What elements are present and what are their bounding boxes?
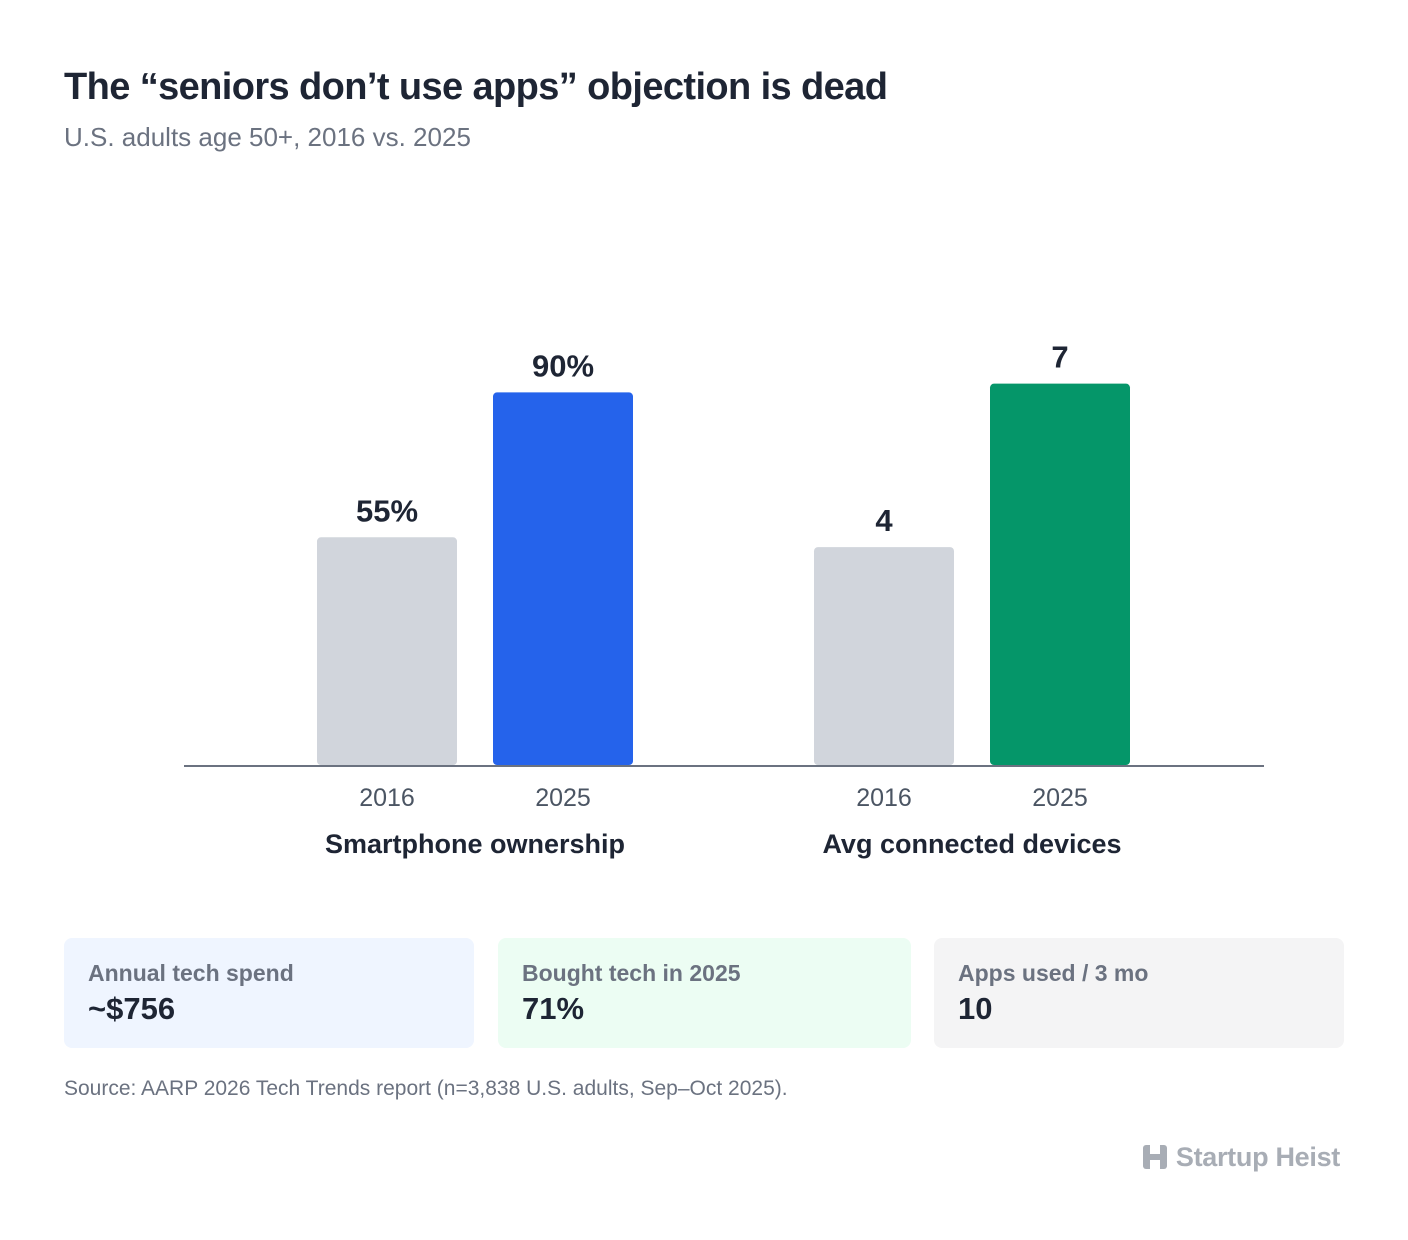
bar-value-label: 55%: [356, 493, 418, 528]
group-label: Avg connected devices: [822, 829, 1121, 859]
bar-value-label: 7: [1051, 340, 1068, 375]
chart-title: The “seniors don’t use apps” objection i…: [64, 66, 888, 108]
stat-card-label: Bought tech in 2025: [522, 960, 741, 986]
stat-card-label: Annual tech spend: [88, 960, 294, 986]
bar-chart: 55% 2016 90% 2025 Smartphone ownership 4 2016 7…: [184, 340, 1264, 859]
stat-card-label: Apps used / 3 mo: [958, 960, 1149, 986]
stat-card-value: 10: [958, 991, 993, 1026]
stat-card-tech-spend: Annual tech spend ~$756: [64, 938, 474, 1048]
x-tick-label: 2016: [359, 784, 415, 812]
x-tick-label: 2025: [1032, 784, 1088, 812]
stat-card-value: ~$756: [88, 991, 176, 1026]
source-note: Source: AARP 2026 Tech Trends report (n=…: [64, 1077, 788, 1100]
bar-0-1: [493, 392, 633, 765]
brand-logo: Startup Heist: [1142, 1140, 1340, 1174]
x-tick-label: 2016: [856, 784, 912, 812]
building-logo-icon: [1142, 1145, 1167, 1169]
x-tick-label: 2025: [535, 784, 591, 812]
stat-card-value: 71%: [522, 991, 585, 1026]
stat-card-bought-tech: Bought tech in 2025 71%: [498, 938, 911, 1048]
chart-subtitle: U.S. adults age 50+, 2016 vs. 2025: [64, 122, 471, 152]
brand-name: Startup Heist: [1175, 1141, 1340, 1172]
group-label: Smartphone ownership: [325, 829, 625, 859]
bar-1-1: [990, 383, 1130, 765]
stat-card-apps-used: Apps used / 3 mo 10: [934, 938, 1344, 1048]
bar-1-0: [814, 547, 954, 765]
bar-value-label: 4: [875, 503, 893, 538]
stat-cards: Annual tech spend ~$756 Bought tech in 2…: [64, 938, 1344, 1048]
bar-value-label: 90%: [532, 348, 594, 383]
bar-0-0: [317, 537, 457, 765]
